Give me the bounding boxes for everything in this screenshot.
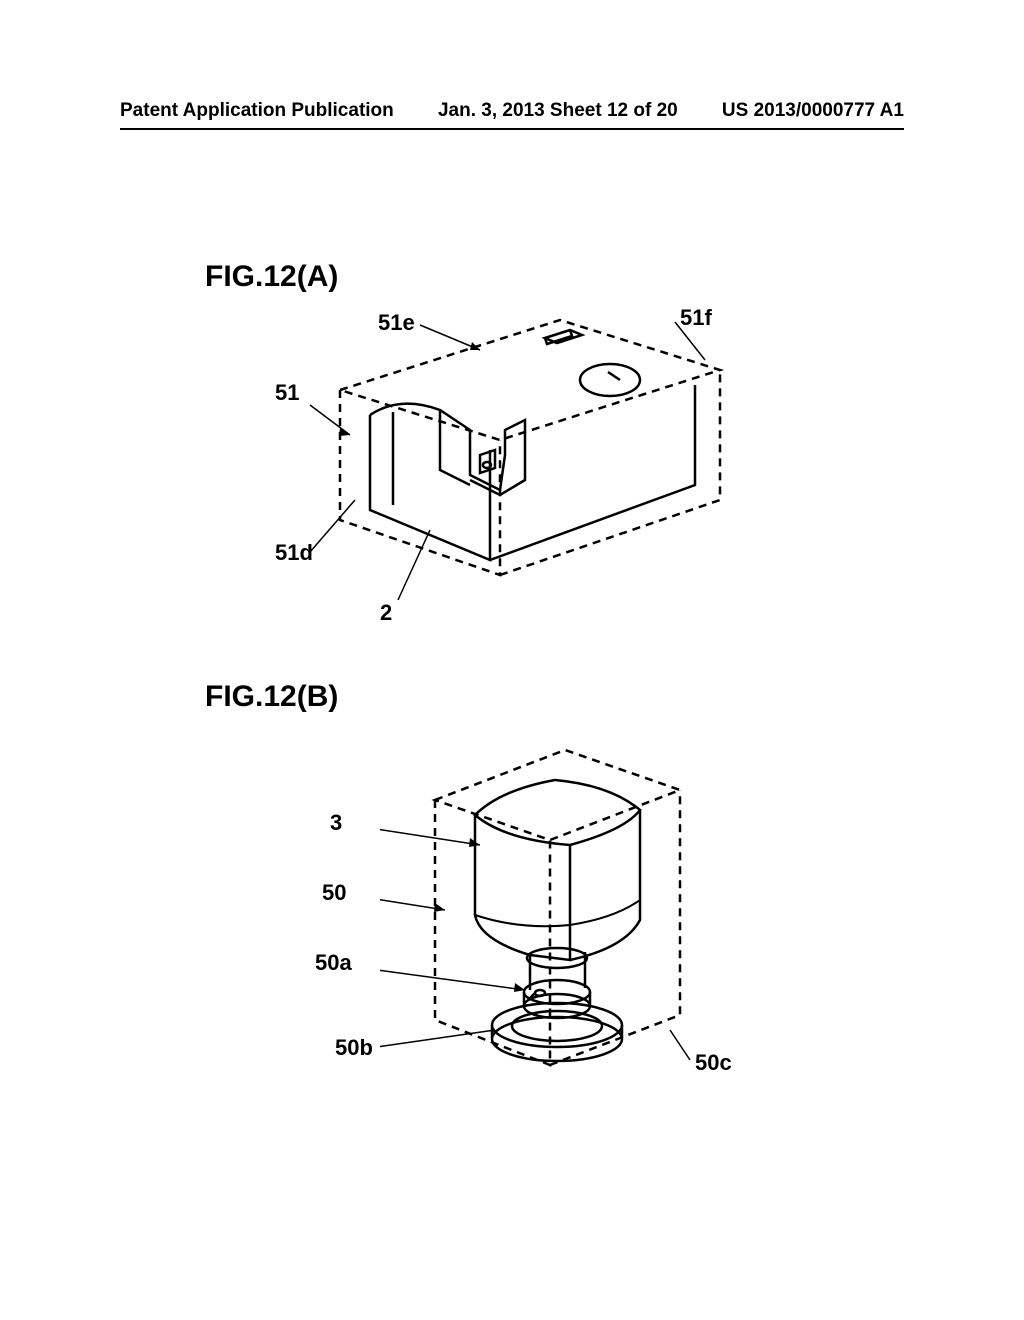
ref-3: 3 [330, 810, 342, 836]
figure-a-drawing [300, 300, 740, 620]
figure-b-label: FIG.12(B) [205, 680, 338, 714]
ref-50a: 50a [315, 950, 352, 976]
header-left: Patent Application Publication [120, 100, 394, 122]
figure-a-label: FIG.12(A) [205, 260, 338, 294]
header-rule [120, 128, 904, 130]
page-header: Patent Application Publication Jan. 3, 2… [0, 100, 1024, 122]
ref-50: 50 [322, 880, 346, 906]
ref-50b: 50b [335, 1035, 373, 1061]
header-right: US 2013/0000777 A1 [722, 100, 904, 122]
header-center: Jan. 3, 2013 Sheet 12 of 20 [438, 100, 678, 122]
ref-51: 51 [275, 380, 299, 406]
figure-b-drawing [380, 730, 740, 1110]
